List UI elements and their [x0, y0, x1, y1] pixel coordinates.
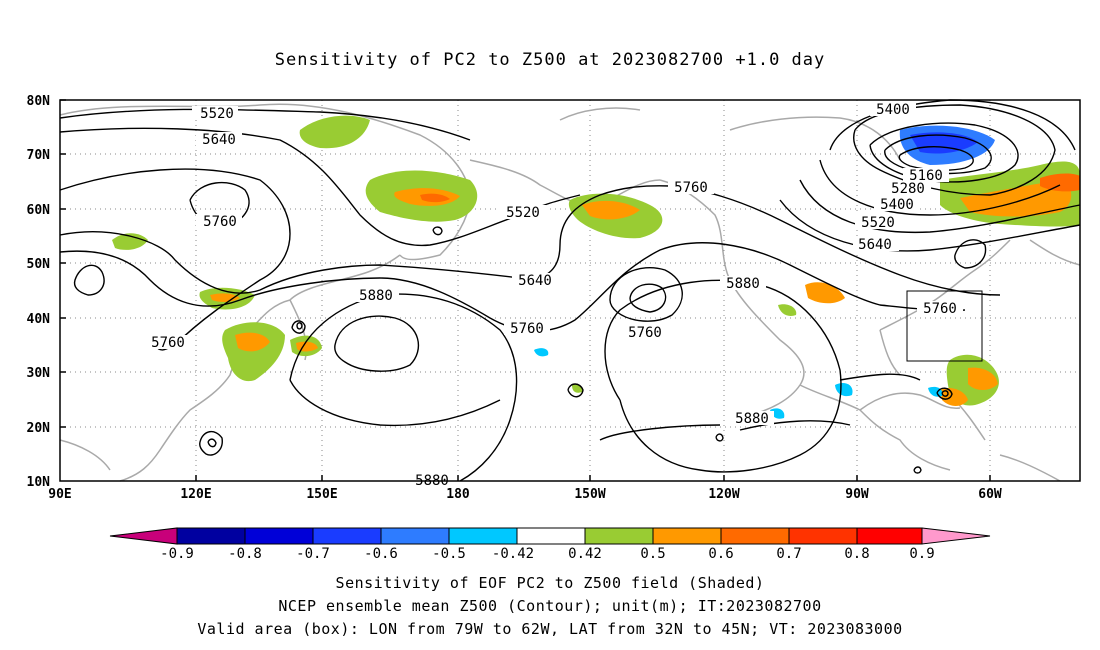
colorbar-cell: [584, 527, 654, 545]
colorbar-label: 0.5: [640, 546, 665, 562]
lat-label: 50N: [27, 257, 51, 272]
colorbar-cell: [516, 527, 586, 545]
lon-label: 90W: [845, 487, 869, 502]
contour-label: 5760: [151, 335, 185, 351]
footer-line-1: Sensitivity of EOF PC2 to Z500 field (Sh…: [335, 574, 765, 592]
contour-label: 5520: [506, 205, 540, 221]
colorbar-cell: [380, 527, 450, 545]
contour-label: 5640: [858, 237, 892, 253]
contour-labels: 5520 5640 5760 5880 5880 5640 5760 5520 …: [145, 102, 963, 489]
contour-label: 5400: [880, 197, 914, 213]
map-title: Sensitivity of PC2 to Z500 at 2023082700…: [274, 50, 826, 70]
lon-label: 150E: [306, 487, 337, 502]
lat-label: 60N: [27, 203, 51, 218]
colorbar-cell: [652, 527, 722, 545]
colorbar-cell: [244, 527, 314, 545]
colorbar-cell: [921, 527, 991, 545]
lat-label: 20N: [27, 421, 51, 436]
map-frame: [59, 99, 1081, 482]
colorbar-cell: [720, 527, 790, 545]
contour-label: 5520: [200, 106, 234, 122]
lon-label: 120W: [708, 487, 739, 502]
colorbar-labels: -0.9 -0.8 -0.7 -0.6 -0.5 -0.42 0.42 0.5 …: [160, 546, 935, 562]
colorbar-label: 0.8: [844, 546, 869, 562]
contour-label: 5880: [359, 288, 393, 304]
contour-label: 5520: [861, 215, 895, 231]
contour-label: 5280: [891, 181, 925, 197]
lon-label: 60W: [978, 487, 1002, 502]
footer-line-3: Valid area (box): LON from 79W to 62W, L…: [197, 620, 903, 638]
colorbar-cell: [176, 527, 246, 545]
colorbar-cell: [448, 527, 518, 545]
colorbar-label: 0.9: [909, 546, 934, 562]
colorbar-cell: [109, 527, 178, 545]
contour-label: 5760: [923, 301, 957, 317]
contour-label: 5880: [726, 276, 760, 292]
colorbar-label: -0.7: [296, 546, 330, 562]
lon-label: 90E: [48, 487, 71, 502]
contour-label: 5880: [735, 411, 769, 427]
longitude-labels: 90E 120E 150E 180 150W 120W 90W 60W: [48, 487, 1002, 502]
colorbar-label: 0.42: [568, 546, 602, 562]
contour-label: 5760: [203, 214, 237, 230]
lat-label: 30N: [27, 366, 51, 381]
tick-marks: [60, 99, 991, 481]
colorbar-cell: [788, 527, 858, 545]
contour-label: 5760: [674, 180, 708, 196]
colorbar: [109, 527, 991, 545]
colorbar-label: -0.6: [364, 546, 398, 562]
contour-label: 5160: [909, 168, 943, 184]
lat-label: 70N: [27, 148, 51, 163]
lon-label: 180: [446, 487, 470, 502]
lon-label: 120E: [180, 487, 211, 502]
footer-line-2: NCEP ensemble mean Z500 (Contour); unit(…: [278, 597, 822, 615]
lon-label: 150W: [574, 487, 605, 502]
contour-label: 5760: [628, 325, 662, 341]
contour-label: 5640: [202, 132, 236, 148]
colorbar-label: -0.9: [160, 546, 194, 562]
colorbar-cell: [856, 527, 923, 545]
contour-label: 5400: [876, 102, 910, 118]
colorbar-label: -0.42: [492, 546, 534, 562]
lat-label: 80N: [27, 94, 51, 109]
lat-label: 40N: [27, 312, 51, 327]
colorbar-label: -0.5: [432, 546, 466, 562]
colorbar-label: 0.6: [708, 546, 733, 562]
contour-label: 5640: [518, 273, 552, 289]
latitude-labels: 80N 70N 60N 50N 40N 30N 20N 10N: [27, 94, 51, 490]
valid-area-box: [906, 290, 983, 362]
contour-label: 5760: [510, 321, 544, 337]
colorbar-label: 0.7: [776, 546, 801, 562]
lat-label: 10N: [27, 475, 51, 490]
colorbar-label: -0.8: [228, 546, 262, 562]
colorbar-cell: [312, 527, 382, 545]
shaded-sensitivity: [112, 115, 1080, 419]
